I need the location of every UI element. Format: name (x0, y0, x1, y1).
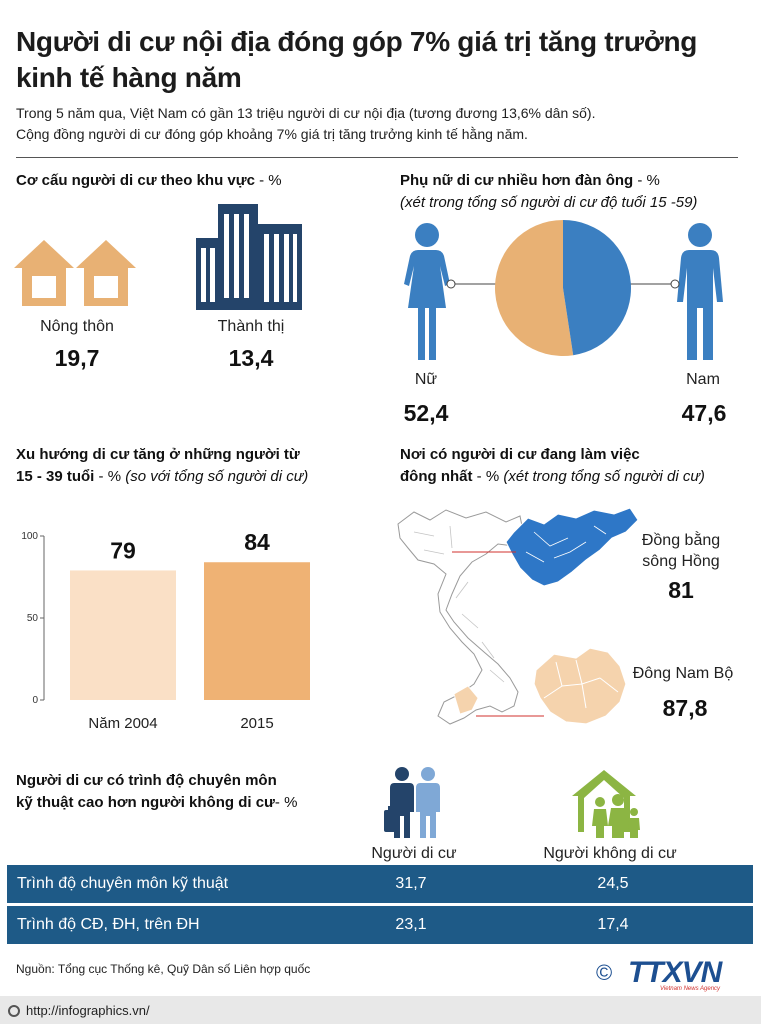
south-label: Đông Nam Bộ (632, 665, 734, 682)
gender-heading: Phụ nữ di cư nhiều hơn đàn ông - % (xét … (400, 170, 750, 214)
globe-icon (8, 1005, 20, 1017)
male-value: 47,6 (681, 400, 727, 426)
row-label: Trình độ CĐ, ĐH, trên ĐH (17, 916, 200, 933)
row-label: Trình độ chuyên môn kỹ thuật (17, 875, 229, 892)
footer-link[interactable]: http://infographics.vn/ (26, 1003, 150, 1018)
row-migrant-value: 31,7 (395, 875, 427, 892)
bar-y-tick-label: 0 (32, 695, 38, 706)
south-value: 87,8 (662, 695, 708, 721)
work-heading: Nơi có người di cư đang làm việc đông nh… (400, 446, 705, 485)
row-nonmigrant-value: 24,5 (597, 875, 629, 892)
southeast-provinces (543, 659, 619, 709)
male-icon (677, 223, 723, 360)
north-label: Đồng bằng sông Hồng (641, 532, 721, 570)
house-icon (14, 240, 136, 306)
family-home-icon (572, 770, 640, 838)
bar-1 (204, 562, 310, 700)
pie-leader-female-dot (446, 279, 456, 289)
age-bar-chart: 0 50 100 79 Năm 2004 84 2015 (21, 529, 310, 732)
female-icon (404, 223, 450, 360)
region-heading: Cơ cấu người di cư theo khu vực - % (16, 172, 282, 189)
rural-label: Nông thôn (40, 318, 114, 335)
building-icon (196, 204, 302, 310)
vietnam-map (397, 507, 639, 725)
southeast-region (533, 647, 627, 725)
col-nonmigrant-header: Người không di cư (543, 845, 677, 862)
ttxvn-logo-subtitle: Vietnam News Agency (660, 986, 721, 992)
bar-0 (70, 570, 176, 700)
pie-slice-female (495, 220, 574, 356)
migrant-travellers-icon (384, 767, 440, 838)
bar-value-label: 79 (110, 537, 136, 563)
row-nonmigrant-value: 17,4 (597, 916, 629, 933)
red-river-delta-region (505, 507, 639, 587)
map-outline (397, 509, 525, 725)
footer-bar (0, 996, 761, 1024)
gender-pie-chart (446, 220, 680, 356)
table-row: Trình độ chuyên môn kỹ thuật 31,7 24,5 (7, 865, 753, 903)
map-provinces (413, 525, 505, 683)
intro-text: Trong 5 năm qua, Việt Nam có gần 13 triệ… (16, 103, 746, 145)
gender-note: (xét trong tổng số người di cư độ tuổi 1… (400, 194, 698, 211)
bar-category-label: 2015 (240, 715, 273, 732)
pie-slice-male (563, 220, 631, 356)
col-migrant-header: Người di cư (371, 845, 457, 862)
urban-label: Thành thị (217, 318, 285, 335)
female-label: Nữ (414, 371, 438, 388)
age-heading: Xu hướng di cư tăng ở những người từ 15 … (16, 446, 309, 485)
table-row: Trình độ CĐ, ĐH, trên ĐH 23,1 17,4 (7, 906, 753, 944)
intro-line-2: Cộng đồng người di cư đóng góp khoảng 7%… (16, 126, 528, 142)
bar-value-label: 84 (244, 529, 270, 555)
row-migrant-value: 23,1 (395, 916, 427, 933)
page-title: Người di cư nội địa đóng góp 7% giá trị … (16, 26, 698, 93)
female-value: 52,4 (403, 400, 449, 426)
bar-y-tick-label: 100 (21, 531, 38, 542)
urban-value: 13,4 (228, 345, 274, 371)
source-note: Nguồn: Tổng cục Thống kê, Quỹ Dân số Liê… (16, 962, 311, 976)
bar-category-label: Năm 2004 (88, 715, 157, 732)
north-value: 81 (668, 577, 694, 603)
male-label: Nam (686, 371, 720, 388)
rural-value: 19,7 (54, 345, 100, 371)
ttxvn-logo: TTXVN (628, 956, 722, 989)
delta-provinces (525, 525, 607, 563)
pie-leader-male-dot (670, 279, 680, 289)
skills-heading: Người di cư có trình độ chuyên môn kỹ th… (16, 772, 298, 811)
intro-line-1: Trong 5 năm qua, Việt Nam có gần 13 triệ… (16, 105, 596, 121)
copyright-symbol: © (596, 960, 613, 985)
bar-y-tick-label: 50 (27, 613, 39, 624)
southeast-detail (453, 685, 479, 715)
divider (16, 157, 738, 158)
